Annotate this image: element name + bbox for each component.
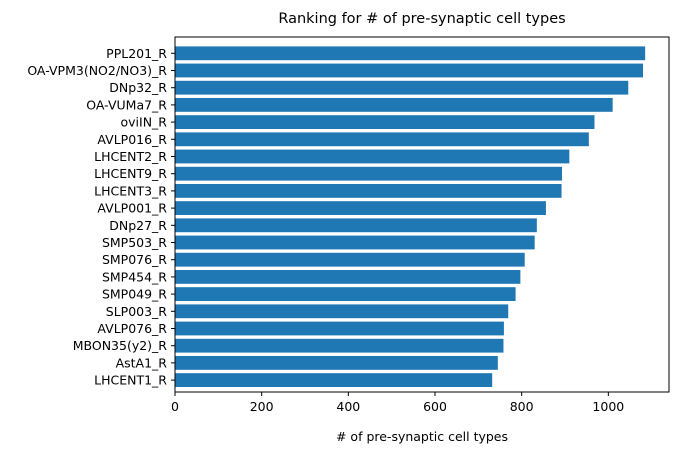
bar	[175, 149, 570, 164]
x-tick-label: 0	[171, 399, 179, 414]
plot-frame	[174, 36, 670, 393]
bar	[175, 270, 521, 284]
bar	[175, 338, 504, 353]
bars-layer	[175, 46, 646, 387]
bar	[175, 98, 613, 112]
y-tick-label: AstA1_R	[116, 355, 168, 370]
y-tick-label: AVLP016_R	[97, 132, 167, 147]
y-tick-label: PPL201_R	[106, 46, 167, 61]
bar	[175, 115, 595, 129]
y-tick-label: SMP503_R	[102, 235, 167, 250]
bar	[175, 184, 562, 198]
y-axis: PPL201_R OA-VPM3(NO2/NO3)_R DNp32_R OA-VUMa…	[27, 46, 175, 388]
y-tick-label: MBON35(y2)_R	[73, 338, 168, 353]
bar	[175, 304, 509, 319]
bar	[175, 218, 537, 233]
y-tick-label: OA-VUMa7_R	[86, 97, 167, 112]
y-tick-label: SMP454_R	[102, 269, 167, 284]
x-tick-label: 1000	[592, 399, 624, 414]
bar	[175, 201, 546, 215]
y-tick-label: DNp27_R	[109, 218, 167, 233]
y-tick-label: LHCENT3_R	[94, 183, 167, 198]
bar	[175, 287, 516, 301]
bar	[175, 46, 646, 61]
y-tick-label: SMP049_R	[102, 287, 167, 302]
bar	[175, 252, 525, 267]
y-tick-label: AVLP001_R	[97, 201, 167, 216]
y-tick-label: DNp32_R	[109, 80, 167, 95]
y-tick-label: LHCENT2_R	[94, 149, 167, 164]
y-tick-label: LHCENT9_R	[94, 166, 167, 181]
bar	[175, 80, 629, 95]
bar	[175, 321, 504, 336]
chart-title: Ranking for # of pre-synaptic cell types	[278, 11, 565, 27]
x-tick-label: 200	[250, 399, 274, 414]
bar	[175, 166, 562, 181]
bar	[175, 373, 493, 387]
y-tick-label: oviIN_R	[121, 115, 168, 130]
y-tick-label: LHCENT1_R	[94, 373, 167, 388]
bar	[175, 132, 589, 147]
bar	[175, 63, 643, 78]
x-axis-label: # of pre-synaptic cell types	[336, 429, 508, 444]
y-tick-label: OA-VPM3(NO2/NO3)_R	[27, 63, 167, 78]
x-tick-label: 400	[336, 399, 360, 414]
x-tick-label: 800	[510, 399, 534, 414]
y-tick-label: SMP076_R	[102, 252, 167, 267]
y-tick-label: SLP003_R	[106, 304, 168, 319]
x-tick-label: 600	[423, 399, 447, 414]
bar	[175, 235, 535, 250]
bar	[175, 356, 498, 370]
y-tick-label: AVLP076_R	[97, 321, 167, 336]
x-axis: 0 200 400 600 800 1000	[171, 392, 624, 414]
